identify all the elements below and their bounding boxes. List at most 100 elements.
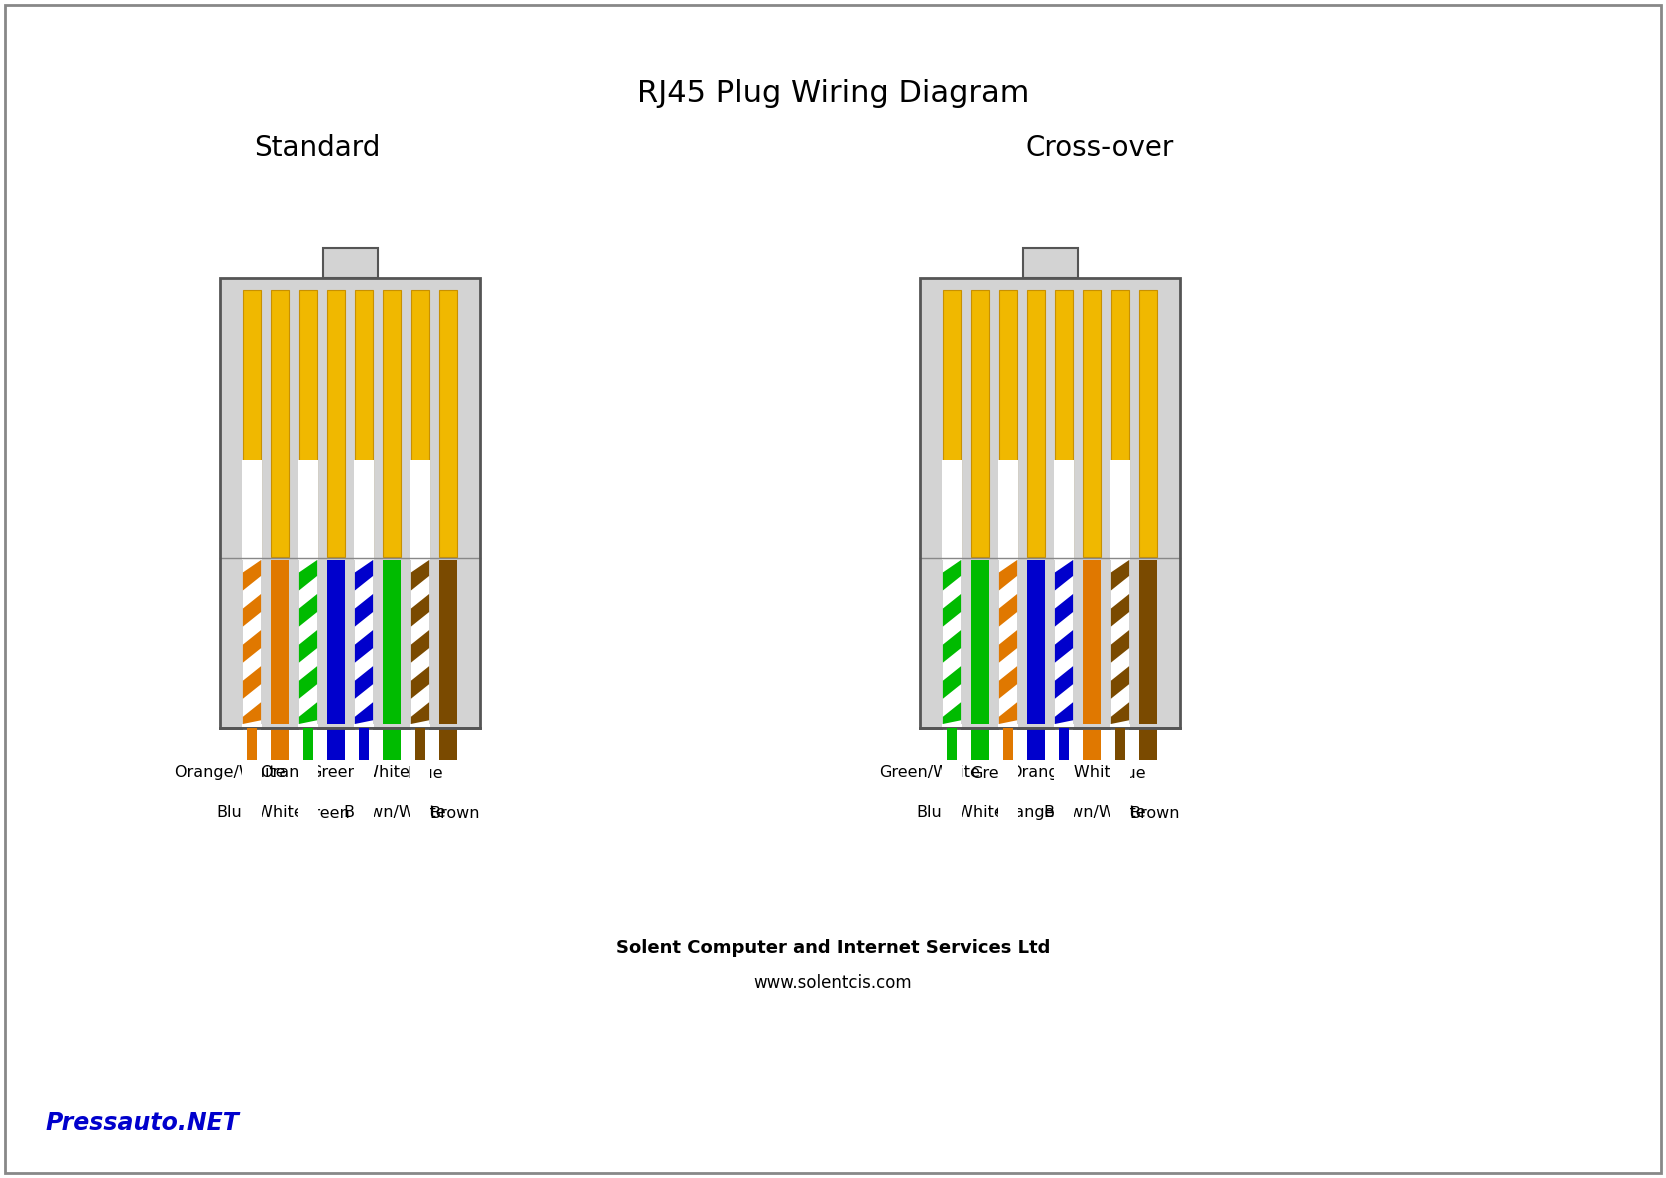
Bar	[998, 459, 1018, 560]
Bar	[242, 459, 262, 560]
Text: Orange/White: Orange/White	[175, 766, 287, 781]
Bar	[243, 290, 262, 557]
Bar	[355, 728, 373, 760]
Bar	[438, 728, 456, 760]
Text: Orange/White: Orange/White	[1010, 766, 1121, 781]
Bar	[298, 724, 318, 823]
Bar	[415, 728, 425, 760]
Polygon shape	[355, 630, 373, 663]
Polygon shape	[943, 666, 961, 699]
Bar	[298, 459, 318, 560]
Bar	[410, 459, 430, 560]
Polygon shape	[1055, 630, 1073, 663]
Text: Green/White: Green/White	[310, 766, 410, 781]
Polygon shape	[943, 630, 961, 663]
Bar	[1140, 290, 1158, 557]
Bar	[355, 290, 373, 557]
Bar	[303, 728, 313, 760]
Bar	[353, 724, 375, 823]
Bar	[1083, 290, 1101, 557]
Text: Blue/White: Blue/White	[916, 806, 1005, 821]
Bar	[1111, 728, 1130, 760]
Bar	[412, 728, 430, 760]
Bar	[1055, 459, 1075, 560]
Bar	[920, 278, 1180, 728]
Bar	[943, 728, 961, 760]
Bar	[355, 560, 373, 724]
Polygon shape	[412, 594, 430, 627]
Bar	[243, 560, 262, 724]
Bar	[327, 560, 345, 724]
Polygon shape	[412, 702, 430, 724]
Bar	[1055, 728, 1073, 760]
Bar	[358, 728, 368, 760]
Polygon shape	[243, 630, 262, 663]
Polygon shape	[1055, 702, 1073, 724]
Polygon shape	[298, 560, 317, 590]
Bar	[220, 278, 480, 728]
Bar	[1026, 290, 1045, 557]
Text: Brown: Brown	[430, 806, 480, 821]
Bar	[438, 560, 456, 724]
Text: Standard: Standard	[253, 134, 380, 163]
Bar	[971, 290, 990, 557]
Text: Cross-over: Cross-over	[1026, 134, 1175, 163]
Bar	[1055, 724, 1075, 823]
Text: Brown/White: Brown/White	[343, 806, 446, 821]
Polygon shape	[355, 666, 373, 699]
Text: Green/White: Green/White	[880, 766, 980, 781]
Bar	[1083, 728, 1101, 760]
Bar	[323, 249, 378, 278]
Bar	[242, 724, 262, 823]
Bar	[1026, 728, 1045, 760]
Text: www.solentcis.com: www.solentcis.com	[753, 974, 913, 992]
Bar	[920, 278, 1180, 728]
Polygon shape	[943, 702, 961, 724]
Polygon shape	[1111, 560, 1130, 590]
Bar	[941, 459, 961, 560]
Polygon shape	[298, 666, 317, 699]
Bar	[220, 278, 480, 728]
Text: Pressauto.NET: Pressauto.NET	[45, 1111, 238, 1134]
Bar	[298, 728, 317, 760]
Bar	[998, 724, 1018, 823]
Polygon shape	[943, 594, 961, 627]
Polygon shape	[1000, 560, 1018, 590]
Bar	[946, 728, 956, 760]
Bar	[1000, 728, 1018, 760]
Text: Orange: Orange	[260, 766, 320, 781]
Bar	[1111, 560, 1130, 724]
Bar	[1140, 560, 1158, 724]
Bar	[247, 728, 257, 760]
Text: Green: Green	[300, 806, 350, 821]
Polygon shape	[412, 666, 430, 699]
Polygon shape	[298, 702, 317, 724]
Bar	[971, 560, 990, 724]
Bar	[383, 290, 402, 557]
Bar	[1110, 724, 1130, 823]
Polygon shape	[1055, 560, 1073, 590]
Bar	[1060, 728, 1070, 760]
Bar	[1140, 728, 1158, 760]
Polygon shape	[243, 702, 262, 724]
Bar	[1083, 560, 1101, 724]
Bar	[438, 290, 456, 557]
Bar	[1026, 560, 1045, 724]
Bar	[272, 290, 290, 557]
Bar	[383, 560, 402, 724]
Polygon shape	[1000, 702, 1018, 724]
Text: Green: Green	[971, 766, 1020, 781]
Text: Orange: Orange	[995, 806, 1055, 821]
Polygon shape	[943, 560, 961, 590]
Bar	[410, 724, 430, 823]
Polygon shape	[1111, 702, 1130, 724]
Polygon shape	[1000, 666, 1018, 699]
Bar	[971, 728, 990, 760]
Polygon shape	[1000, 594, 1018, 627]
Text: Solent Computer and Internet Services Ltd: Solent Computer and Internet Services Lt…	[616, 939, 1050, 957]
Bar	[298, 290, 317, 557]
Text: Blue: Blue	[1110, 766, 1146, 781]
Polygon shape	[1111, 630, 1130, 663]
Polygon shape	[298, 630, 317, 663]
Polygon shape	[355, 594, 373, 627]
